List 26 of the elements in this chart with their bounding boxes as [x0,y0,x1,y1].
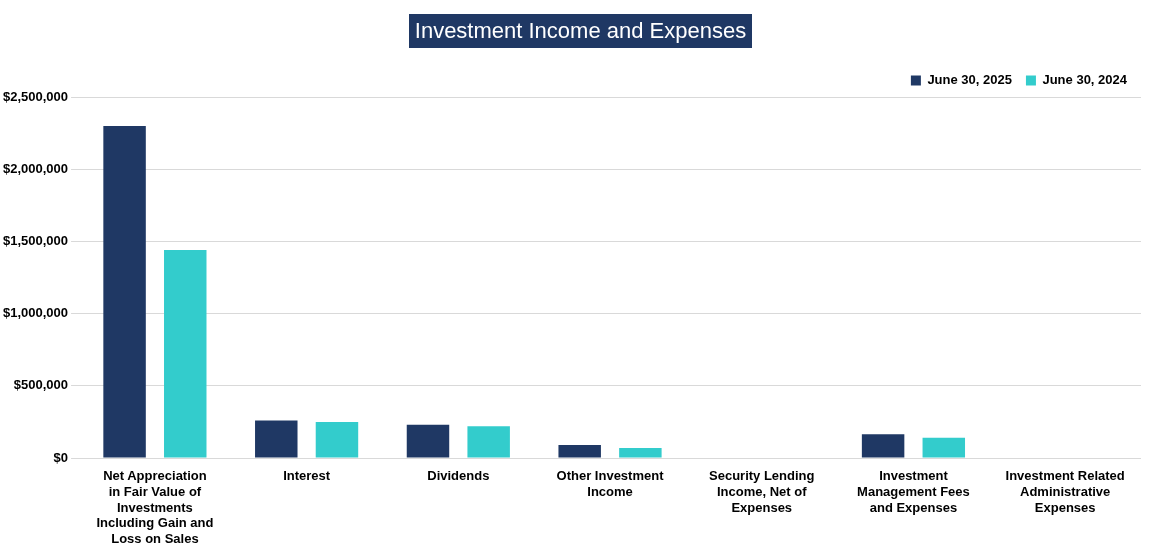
y-tick-label: $1,500,000 [2,232,69,248]
bar [103,125,146,458]
bar [164,250,207,458]
chart-title: Investment Income and Expenses [408,14,753,48]
bar [467,426,510,458]
x-tick-label: Interest [283,468,331,484]
bar [861,434,905,458]
y-tick-label: $2,000,000 [2,160,69,176]
y-tick-label: $1,000,000 [2,305,69,321]
x-tick-label: Net Appreciation in Fair Value of Investments Including Gain and Loss on Sales [96,468,214,546]
bar [619,447,662,458]
legend-label: June 30, 2025 [927,72,1012,88]
x-tick-label: Investment Management Fees and Expenses [857,468,970,515]
y-tick-label: $2,500,000 [2,88,69,104]
bar [255,420,298,458]
legend-label: June 30, 2024 [1042,72,1128,88]
x-tick-label: Investment Related Administrative Expenses [1005,468,1125,515]
y-tick-label: $0 [53,449,69,465]
x-tick-label: Dividends [427,468,490,484]
x-tick-label: Security Lending Income, Net of Expenses [709,468,815,515]
x-tick-label: Other Investment Income [556,468,665,499]
bar [922,437,966,458]
bar [406,424,450,458]
bar [558,445,601,458]
y-tick-label: $500,000 [13,377,69,393]
bar [315,421,359,458]
